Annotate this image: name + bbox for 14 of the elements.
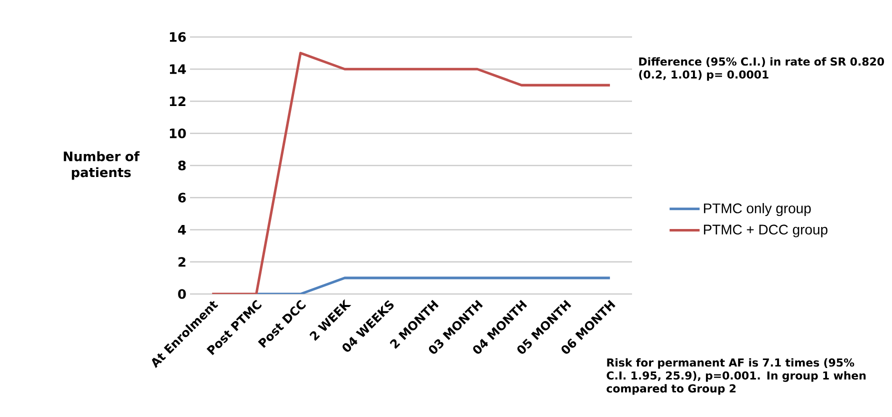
y-tick-label: 10	[170, 128, 186, 138]
legend-label: PTMC only group	[704, 203, 811, 216]
y-tick-label: 0	[178, 289, 186, 299]
y-axis-title: Number of patients	[64, 151, 140, 180]
y-tick-label: 12	[170, 96, 186, 106]
y-tick-label: 4	[178, 225, 186, 234]
y-tick-label: 16	[170, 32, 186, 42]
y-tick-label: 14	[170, 64, 186, 74]
y-tick-label: 8	[178, 160, 186, 170]
y-tick-label: 2	[178, 257, 186, 267]
legend-label: PTMC + DCC group	[704, 224, 828, 238]
text: Difference (95% C.I.) in rate of SR 0.820 (0.2, 1.01) p= 0.0001	[639, 57, 884, 81]
text: Risk for permanent AF is 7.1 times (95% C.I. 1.95, 25.9), p=0.001. In group 1 when compared to Group 2	[606, 358, 866, 395]
y-tick-label: 6	[178, 192, 186, 203]
